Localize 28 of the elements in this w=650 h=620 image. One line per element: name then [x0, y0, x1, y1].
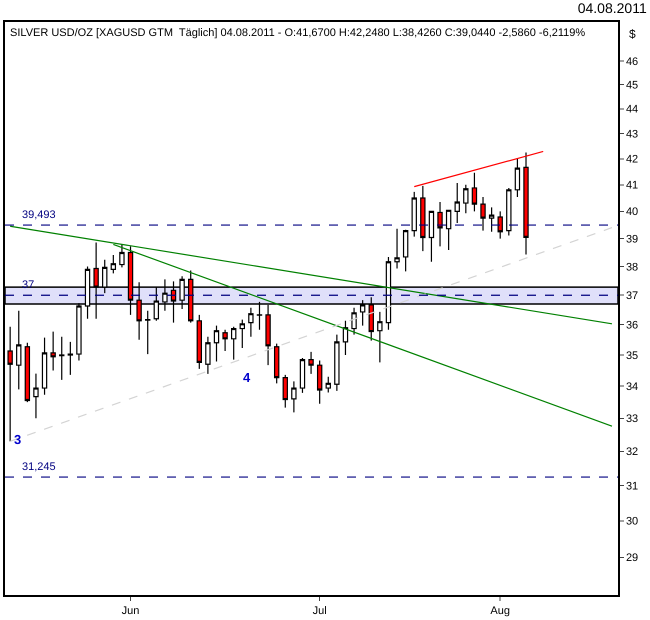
y-tick-label: 39: [626, 233, 638, 246]
y-tick-label: 40: [626, 206, 638, 218]
annotation: 3: [14, 432, 22, 447]
y-tick-label: 34: [626, 381, 638, 394]
y-tick-label: 46: [626, 56, 638, 68]
y-tick-label: 38: [626, 261, 638, 274]
y-tick-label: 41: [626, 180, 638, 192]
x-tick-label: Jun: [122, 604, 140, 617]
y-axis-title: $: [629, 27, 636, 41]
text: SILVER USD/OZ [XAGUSD GTM Täglich] 04.08.2011 - O:41,6700 H:42,2480 L:38,4260 C:39,0440 -2,5860 -6,2119%: [10, 27, 586, 39]
y-tick-label: 36: [626, 320, 638, 332]
y-tick-label: 43: [626, 128, 638, 140]
ref-line-label: 31,245: [22, 461, 56, 473]
y-tick-label: 31: [626, 480, 638, 492]
x-tick-label: Jul: [312, 604, 327, 617]
chart-title: 04.08.2011: [578, 0, 647, 16]
y-tick-label: 33: [626, 413, 638, 426]
ref-line-label: 39,493: [22, 209, 56, 221]
y-tick-label: 42: [626, 154, 638, 166]
y-tick-label: 35: [626, 350, 638, 362]
x-tick-label: Aug: [490, 604, 510, 617]
y-tick-label: 45: [626, 80, 638, 92]
annotation: 4: [243, 370, 251, 385]
y-tick-label: 37: [626, 290, 638, 302]
y-tick-label: 32: [626, 446, 638, 458]
y-tick-label: 29: [626, 552, 638, 564]
y-tick-label: 30: [626, 516, 638, 528]
y-tick-label: 44: [626, 104, 638, 116]
